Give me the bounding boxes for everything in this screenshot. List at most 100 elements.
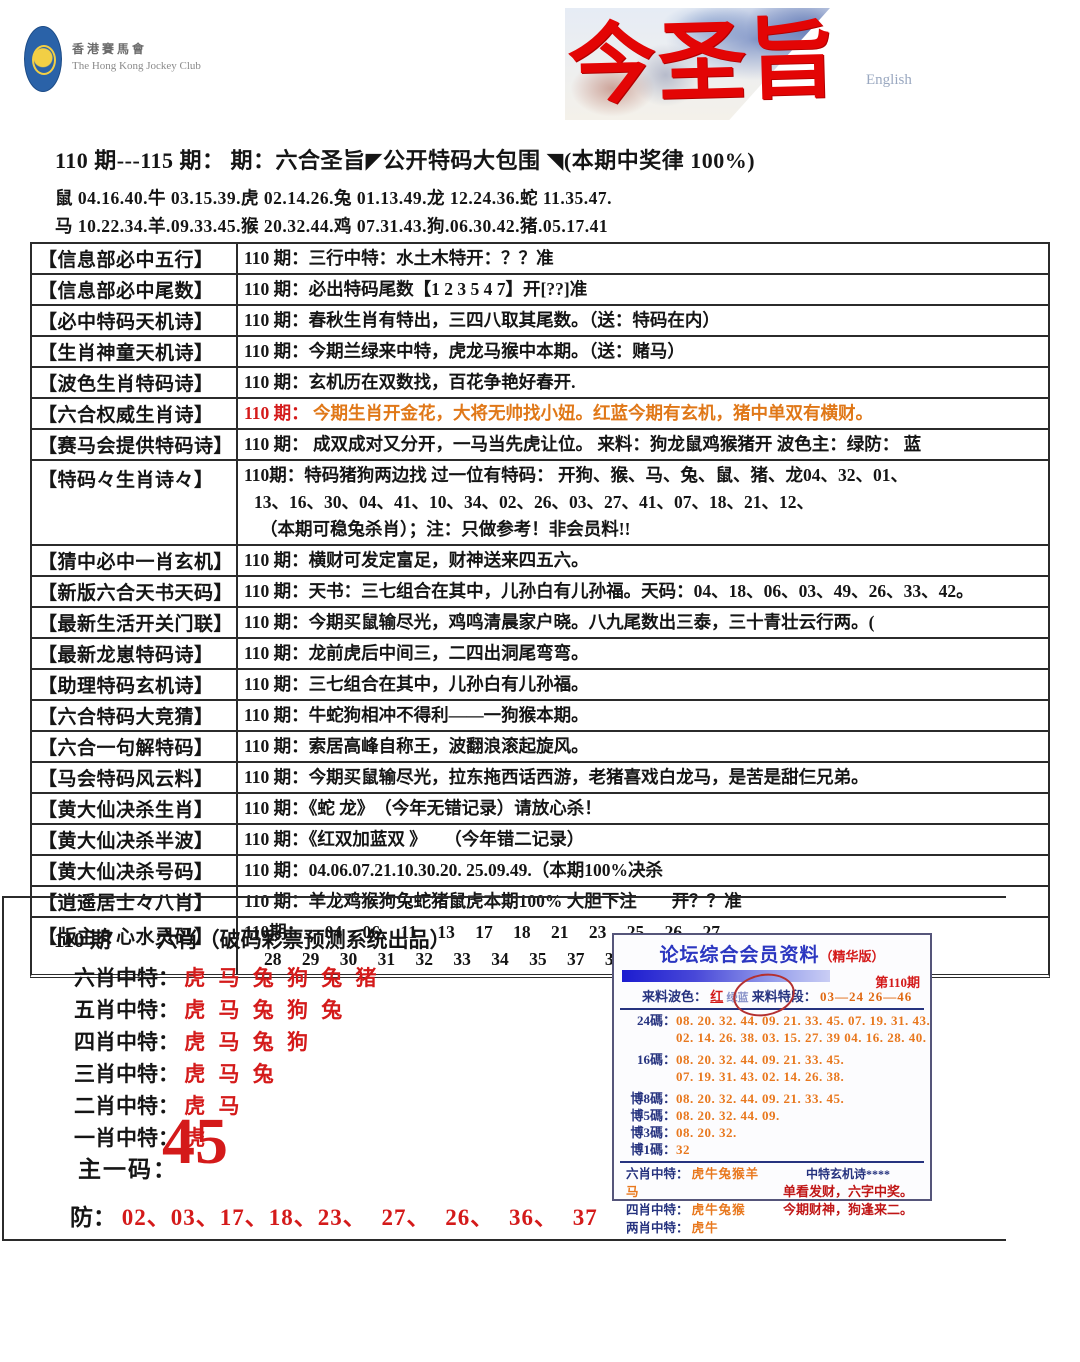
prediction-line: 五肖中特： 虎 马 兔 狗 兔	[74, 994, 346, 1024]
row-label: 【逍遥居士々八肖】	[32, 887, 238, 916]
prediction-label: 三肖中特：	[74, 1062, 179, 1086]
member-info-box: 论坛综合会员资料（精华版） 第110期 来料波色： 红 绿蓝 来料特段： 03—…	[612, 933, 932, 1235]
row-label: 【最新龙崽特码诗】	[32, 639, 238, 668]
code-row: 博5碼： 08. 20. 32. 44. 09.	[624, 1107, 930, 1124]
poem-block: 中特玄机诗**** 单看发财，六字中奖。 今期财神，狗逢来二。	[772, 1165, 924, 1237]
code-numbers: 08. 20. 32. 44. 09. 21. 33. 45.	[676, 1052, 845, 1067]
site-title-calligraphy: 今圣旨	[566, 11, 840, 116]
prediction-label: 二肖中特：	[74, 1094, 179, 1118]
hkjc-logo-cn: 香港賽馬會	[72, 42, 148, 56]
prediction-value: 虎 马	[184, 1094, 244, 1118]
code-numbers: 32	[676, 1142, 690, 1157]
prediction-line: 一肖中特： 虎	[74, 1122, 209, 1152]
row-line: 110 期：《蛇 龙》 （今年无错记录）请放心杀！	[244, 798, 602, 818]
table-row: 【版主々心水灵码】 110期： 04 06 11 13 17 18 21 23 …	[32, 918, 1048, 974]
xiao-label: 四肖中特：	[626, 1203, 689, 1217]
table-row: 【生肖神童天机诗】 110 期：今期兰绿来中特，虎龙马猴中本期。（送：赌马）	[32, 337, 1048, 368]
row-label: 【波色生肖特码诗】	[32, 368, 238, 397]
divider	[620, 1008, 924, 1010]
poem-title: 中特玄机诗****	[805, 1167, 890, 1181]
bottom-heading: 110 期 六肖（破码彩票预测系统出品）	[54, 924, 451, 954]
row-label: 【黄大仙决杀号码】	[32, 856, 238, 885]
table-row: 【最新生活开关门联】 110 期：今期买鼠输尽光，鸡鸣清晨家户晓。八九尾数出三泰…	[32, 608, 1048, 639]
member-box-bottom: 六肖中特： 虎牛兔猴羊马 四肖中特： 虎牛兔猴 两肖中特： 虎牛 中特玄机诗**…	[626, 1165, 924, 1237]
prediction-table: 【信息部必中五行】 110 期：三行中特：水土木特开：？？准 【信息部必中尾数】…	[30, 242, 1050, 978]
row-text: 今期生肖开金花，大将无帅找小妞。红蓝今期有玄机，猪中单双有横财。	[313, 403, 874, 423]
code-row: 博3碼： 08. 20. 32.	[624, 1124, 930, 1141]
code-numbers: 08. 20. 32. 44. 09. 21. 33. 45. 07. 19. …	[676, 1013, 931, 1028]
wave-value: 红	[710, 989, 724, 1004]
row-line: 110 期： 成双成对又分开，一马当先虎让位。 来料：狗龙鼠鸡猴猪开 波色主：绿…	[244, 434, 922, 454]
row-label: 【猜中必中一肖玄机】	[32, 546, 238, 575]
member-box-title-row: 论坛综合会员资料（精华版）	[614, 940, 930, 967]
row-line: 110 期：玄机历在双数找，百花争艳好春开.	[244, 372, 576, 392]
prediction-value: 虎 马 兔	[184, 1062, 278, 1086]
main-code-value: 45	[162, 1105, 228, 1178]
xiao-row: 两肖中特： 虎牛	[626, 1219, 772, 1237]
table-row: 【六合特码大竞猜】 110 期：牛蛇狗相冲不得利——一狗猴本期。	[32, 701, 1048, 732]
table-row: 【特码々生肖诗々】 110期：特码猪狗两边找 过一位有特码： 开狗、猴、马、兔、…	[32, 461, 1048, 546]
zodiac-numbers-line1: 鼠 04.16.40.牛 03.15.39.虎 02.14.26.兔 01.13…	[55, 188, 613, 208]
code-numbers: 08. 20. 32. 44. 09.	[676, 1108, 780, 1123]
guard-label: 防：	[70, 1205, 116, 1230]
code-row: 24碼： 08. 20. 32. 44. 09. 21. 33. 45. 07.…	[624, 1012, 930, 1029]
code-list: 24碼： 08. 20. 32. 44. 09. 21. 33. 45. 07.…	[624, 1012, 930, 1158]
prediction-label: 一肖中特：	[74, 1126, 179, 1150]
row-line: 110 期：04.06.07.21.10.30.20. 25.09.49.（本期…	[244, 860, 664, 880]
table-row-highlighted: 【六合权威生肖诗】 110 期： 今期生肖开金花，大将无帅找小妞。红蓝今期有玄机…	[32, 399, 1048, 430]
row-line: 110 期：牛蛇狗相冲不得利——一狗猴本期。	[244, 705, 589, 725]
table-row: 【黄大仙决杀半波】 110 期：《红双加蓝双 》 （今年错二记录）	[32, 825, 1048, 856]
row-line: 110期： 04 06 11 13 17 18 21 23 25 26 27	[244, 922, 720, 942]
code-row: 16碼： 08. 20. 32. 44. 09. 21. 33. 45.	[624, 1051, 930, 1068]
prediction-value: 虎 马 兔 狗 兔 猪	[184, 966, 381, 990]
row-line: 110 期：今期买鼠输尽光，鸡鸣清晨家户晓。八九尾数出三泰，三十青壮云行两。(	[244, 612, 875, 632]
row-label: 【最新生活开关门联】	[32, 608, 238, 637]
xiao-value: 虎牛兔猴	[691, 1203, 746, 1217]
member-box-title-suffix: （精华版）	[819, 949, 885, 964]
row-line: 110 期： 今期生肖开金花，大将无帅找小妞。红蓝今期有玄机，猪中单双有横财。	[244, 400, 1042, 427]
row-label: 【版主々心水灵码】	[32, 918, 238, 974]
wave-value-secondary: 绿蓝	[726, 992, 749, 1004]
xiao-label: 六肖中特：	[626, 1167, 689, 1181]
row-line: （本期可稳兔杀肖）；注：只做参考！非会员料!!	[260, 519, 631, 539]
row-line: 110 期：龙前虎后中间三，二四出洞尾弯弯。	[244, 643, 589, 663]
xiao-row: 四肖中特： 虎牛兔猴	[626, 1201, 772, 1219]
table-row: 【波色生肖特码诗】 110 期：玄机历在双数找，百花争艳好春开.	[32, 368, 1048, 399]
hkjc-logo[interactable]: 香港賽馬會 The Hong Kong Jockey Club	[24, 26, 254, 96]
row-label: 【信息部必中尾数】	[32, 275, 238, 304]
divider	[620, 1161, 924, 1163]
row-label: 【六合特码大竞猜】	[32, 701, 238, 730]
row-label: 【特码々生肖诗々】	[32, 461, 238, 544]
prediction-line: 二肖中特： 虎 马	[74, 1090, 244, 1120]
row-label: 【信息部必中五行】	[32, 244, 238, 273]
poem-line: 今期财神，狗逢来二。	[782, 1202, 913, 1217]
xiao-value: 虎牛兔猴羊马	[626, 1167, 760, 1199]
prediction-value: 虎 马 兔 狗 兔	[184, 998, 347, 1022]
table-row: 【必中特码天机诗】 110 期：春秋生肖有特出，三四八取其尾数。（送：特码在内）	[32, 306, 1048, 337]
code-label: 博3碼：	[630, 1125, 676, 1140]
bottom-section: 110 期 六肖（破码彩票预测系统出品） 六肖中特： 虎 马 兔 狗 兔 猪 五肖…	[2, 896, 1006, 1241]
row-line: 110 期：春秋生肖有特出，三四八取其尾数。（送：特码在内）	[244, 310, 720, 330]
segment-value: 03—24 26—46	[820, 989, 913, 1004]
row-label: 【黄大仙决杀半波】	[32, 825, 238, 854]
prediction-line: 六肖中特： 虎 马 兔 狗 兔 猪	[74, 962, 381, 992]
bottom-heading-title: 六肖（破码彩票预测系统出品）	[156, 928, 451, 952]
english-link[interactable]: English	[866, 72, 912, 88]
row-label: 【赛马会提供特码诗】	[32, 430, 238, 459]
main-code-label: 主一码：	[78, 1157, 178, 1182]
bottom-heading-period: 110 期	[54, 928, 111, 952]
table-row: 【助理特码玄机诗】 110 期：三七组合在其中，儿孙白有儿孙福。	[32, 670, 1048, 701]
table-row: 【最新龙崽特码诗】 110 期：龙前虎后中间三，二四出洞尾弯弯。	[32, 639, 1048, 670]
page-title: 110 期---115 期： 期：六合圣旨◤公开特码大包围 ◥(本期中奖律 10…	[55, 148, 756, 173]
xiao-value: 虎牛	[691, 1221, 719, 1235]
row-label: 【助理特码玄机诗】	[32, 670, 238, 699]
code-label: 博8碼：	[630, 1091, 676, 1106]
xiao-row: 六肖中特： 虎牛兔猴羊马	[626, 1165, 772, 1201]
code-label: 博1碼：	[630, 1142, 676, 1157]
code-row: 博8碼： 08. 20. 32. 44. 09. 21. 33. 45.	[624, 1090, 930, 1107]
code-label: 24碼：	[636, 1013, 676, 1028]
guard-numbers: 02、03、17、18、23、 27、 26、 36、 37	[121, 1205, 598, 1230]
row-period: 110 期：	[244, 403, 309, 423]
prediction-line: 四肖中特： 虎 马 兔 狗	[74, 1026, 312, 1056]
table-row: 【黄大仙决杀生肖】 110 期：《蛇 龙》 （今年无错记录）请放心杀！	[32, 794, 1048, 825]
